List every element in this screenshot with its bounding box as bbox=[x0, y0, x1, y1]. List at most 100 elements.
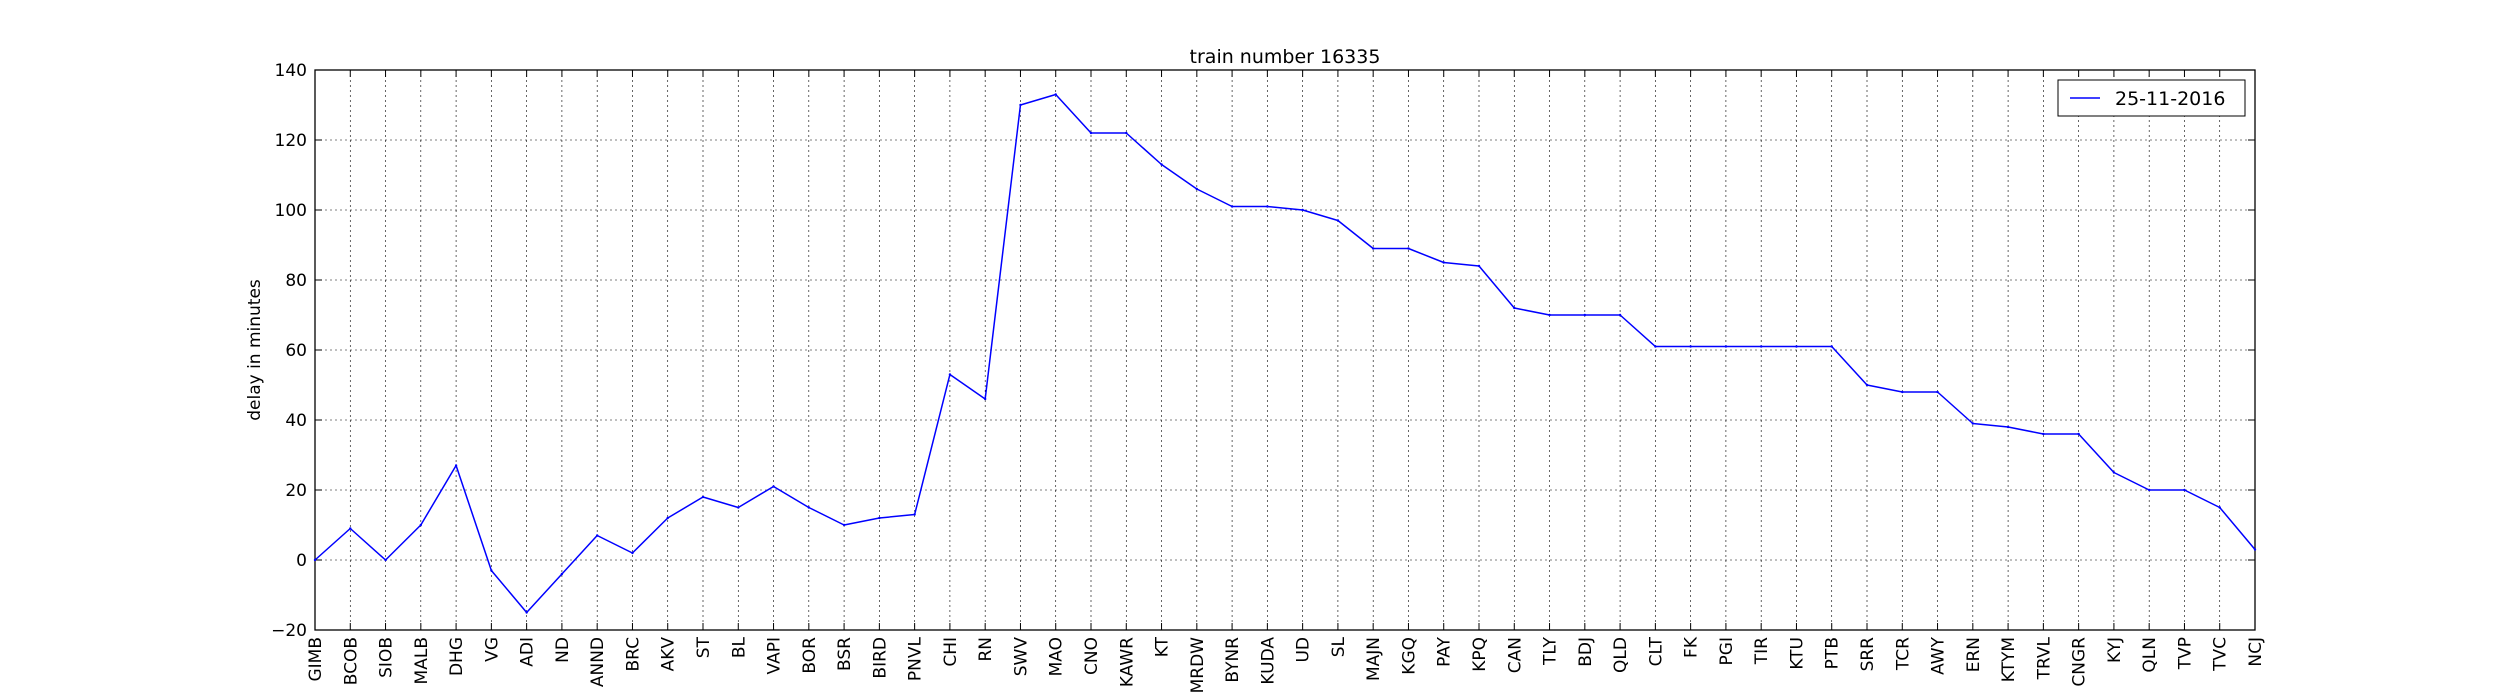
data-point bbox=[490, 569, 493, 572]
legend: 25-11-2016 bbox=[2057, 79, 2246, 117]
data-point bbox=[878, 516, 881, 520]
data-point bbox=[1795, 345, 1798, 348]
x-tick-label: AKV bbox=[659, 637, 679, 672]
data-point bbox=[1477, 264, 1481, 268]
x-tick-label: KTU bbox=[1787, 637, 1807, 670]
data-point bbox=[1230, 205, 1234, 208]
x-tick-label: MAO bbox=[1047, 637, 1067, 676]
data-point bbox=[701, 495, 705, 499]
data-point bbox=[2042, 432, 2045, 436]
data-point bbox=[2006, 425, 2010, 429]
data-point bbox=[2077, 432, 2080, 436]
y-tick-label: 20 bbox=[285, 481, 307, 501]
x-tick-label: CLT bbox=[1646, 636, 1666, 666]
x-tick-label: CNO bbox=[1082, 637, 1102, 675]
y-tick-label: −20 bbox=[271, 621, 307, 641]
data-point bbox=[1442, 261, 1445, 264]
x-tick-label: TVP bbox=[2175, 637, 2195, 670]
data-point bbox=[1830, 345, 1833, 348]
data-point bbox=[2147, 488, 2151, 492]
y-tick-label: 140 bbox=[275, 61, 307, 81]
x-tick-label: ADI bbox=[518, 637, 538, 667]
x-tick-label: MRDW bbox=[1188, 637, 1208, 694]
x-tick-label: BYNR bbox=[1223, 637, 1243, 683]
data-point bbox=[525, 611, 528, 614]
grid bbox=[315, 70, 2255, 630]
x-tick-label: KGQ bbox=[1399, 637, 1419, 675]
data-point bbox=[313, 558, 317, 562]
data-point bbox=[595, 534, 599, 537]
x-tick-label: AWY bbox=[1929, 636, 1949, 675]
y-axis-title: delay in minutes bbox=[245, 279, 265, 421]
chart-title: train number 16335 bbox=[1190, 46, 1381, 68]
x-tick-label: KUDA bbox=[1258, 637, 1278, 685]
x-tick-label: UD bbox=[1294, 637, 1314, 663]
data-point bbox=[1125, 131, 1128, 135]
data-point bbox=[384, 558, 387, 562]
data-point bbox=[1336, 219, 1340, 222]
data-point bbox=[1971, 422, 1975, 425]
x-tick-label: BL bbox=[729, 636, 749, 658]
data-point bbox=[1901, 390, 1904, 394]
data-point bbox=[349, 527, 352, 530]
x-tick-label: BCOB bbox=[341, 637, 361, 685]
data-point bbox=[948, 373, 952, 376]
y-tick-label: 0 bbox=[296, 551, 307, 571]
x-tick-label: DHG bbox=[447, 637, 467, 676]
x-tick-label: QLN bbox=[2140, 637, 2160, 673]
x-tick-label: PGI bbox=[1717, 637, 1737, 665]
data-point bbox=[842, 523, 846, 527]
data-point bbox=[772, 485, 775, 488]
data-point bbox=[2253, 548, 2257, 551]
data-point bbox=[913, 513, 916, 516]
x-tick-label: KYJ bbox=[2105, 637, 2125, 663]
legend-label: 25-11-2016 bbox=[2115, 88, 2225, 110]
data-point bbox=[737, 506, 740, 509]
x-tick-label: NCJ bbox=[2246, 637, 2266, 667]
x-tick-label: MAJN bbox=[1364, 637, 1384, 681]
data-point bbox=[1371, 247, 1375, 250]
data-point bbox=[1724, 345, 1728, 348]
series-line bbox=[314, 93, 2256, 614]
series-layer bbox=[313, 93, 2257, 614]
y-tick-label: 60 bbox=[285, 341, 307, 361]
data-point bbox=[1654, 345, 1657, 348]
data-point bbox=[2183, 488, 2186, 492]
data-point bbox=[1089, 131, 1093, 135]
x-tick-label: PAY bbox=[1435, 636, 1455, 666]
x-tick-label: MALB bbox=[412, 637, 432, 684]
x-tick-label: CHI bbox=[941, 637, 961, 667]
data-point bbox=[2218, 506, 2221, 509]
x-tick-label: VAPI bbox=[765, 637, 785, 674]
x-tick-label: KAWR bbox=[1117, 637, 1137, 687]
data-point bbox=[1195, 187, 1199, 191]
x-tick-label: RN bbox=[976, 637, 996, 662]
x-tick-label: ND bbox=[553, 637, 573, 663]
data-point bbox=[2112, 471, 2116, 474]
x-tick-label: BDJ bbox=[1576, 637, 1596, 667]
x-tick-label: BRC bbox=[623, 637, 643, 672]
x-tick-label: VG bbox=[482, 637, 502, 662]
x-tick-label: CAN bbox=[1505, 637, 1525, 673]
data-point bbox=[1759, 345, 1763, 348]
x-axis: GIMB BCOB SIOB MALB DHG VG ADI ND ANND BRC AKV ST BL… bbox=[306, 70, 2266, 693]
data-point bbox=[560, 572, 564, 576]
data-point bbox=[419, 523, 423, 527]
data-point bbox=[1548, 313, 1551, 317]
x-tick-label: KT bbox=[1153, 636, 1173, 657]
x-tick-label: BIRD bbox=[870, 637, 890, 679]
x-tick-label: QLD bbox=[1611, 637, 1631, 673]
x-tick-label: TVC bbox=[2211, 637, 2231, 672]
data-point bbox=[1513, 306, 1516, 310]
data-point bbox=[631, 551, 634, 555]
y-tick-label: 100 bbox=[275, 201, 307, 221]
data-point bbox=[1407, 247, 1410, 250]
x-tick-label: SRR bbox=[1858, 637, 1878, 672]
y-tick-label: 120 bbox=[275, 131, 307, 151]
y-axis: −20 0 20 40 60 80 100 120 140 bbox=[271, 61, 2255, 641]
x-tick-label: BOR bbox=[800, 637, 820, 674]
x-tick-label: BSR bbox=[835, 637, 855, 671]
x-tick-label: FK bbox=[1682, 636, 1702, 658]
x-tick-label: SIOB bbox=[377, 637, 397, 678]
